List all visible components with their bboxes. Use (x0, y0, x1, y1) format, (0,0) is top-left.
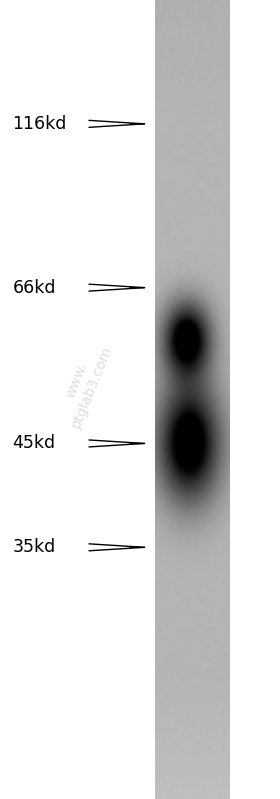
Text: 116kd: 116kd (12, 115, 67, 133)
Text: 45kd: 45kd (12, 435, 55, 452)
Text: www.
ptglab3.com: www. ptglab3.com (54, 337, 114, 430)
Text: 35kd: 35kd (12, 539, 56, 556)
Text: 66kd: 66kd (12, 279, 56, 296)
